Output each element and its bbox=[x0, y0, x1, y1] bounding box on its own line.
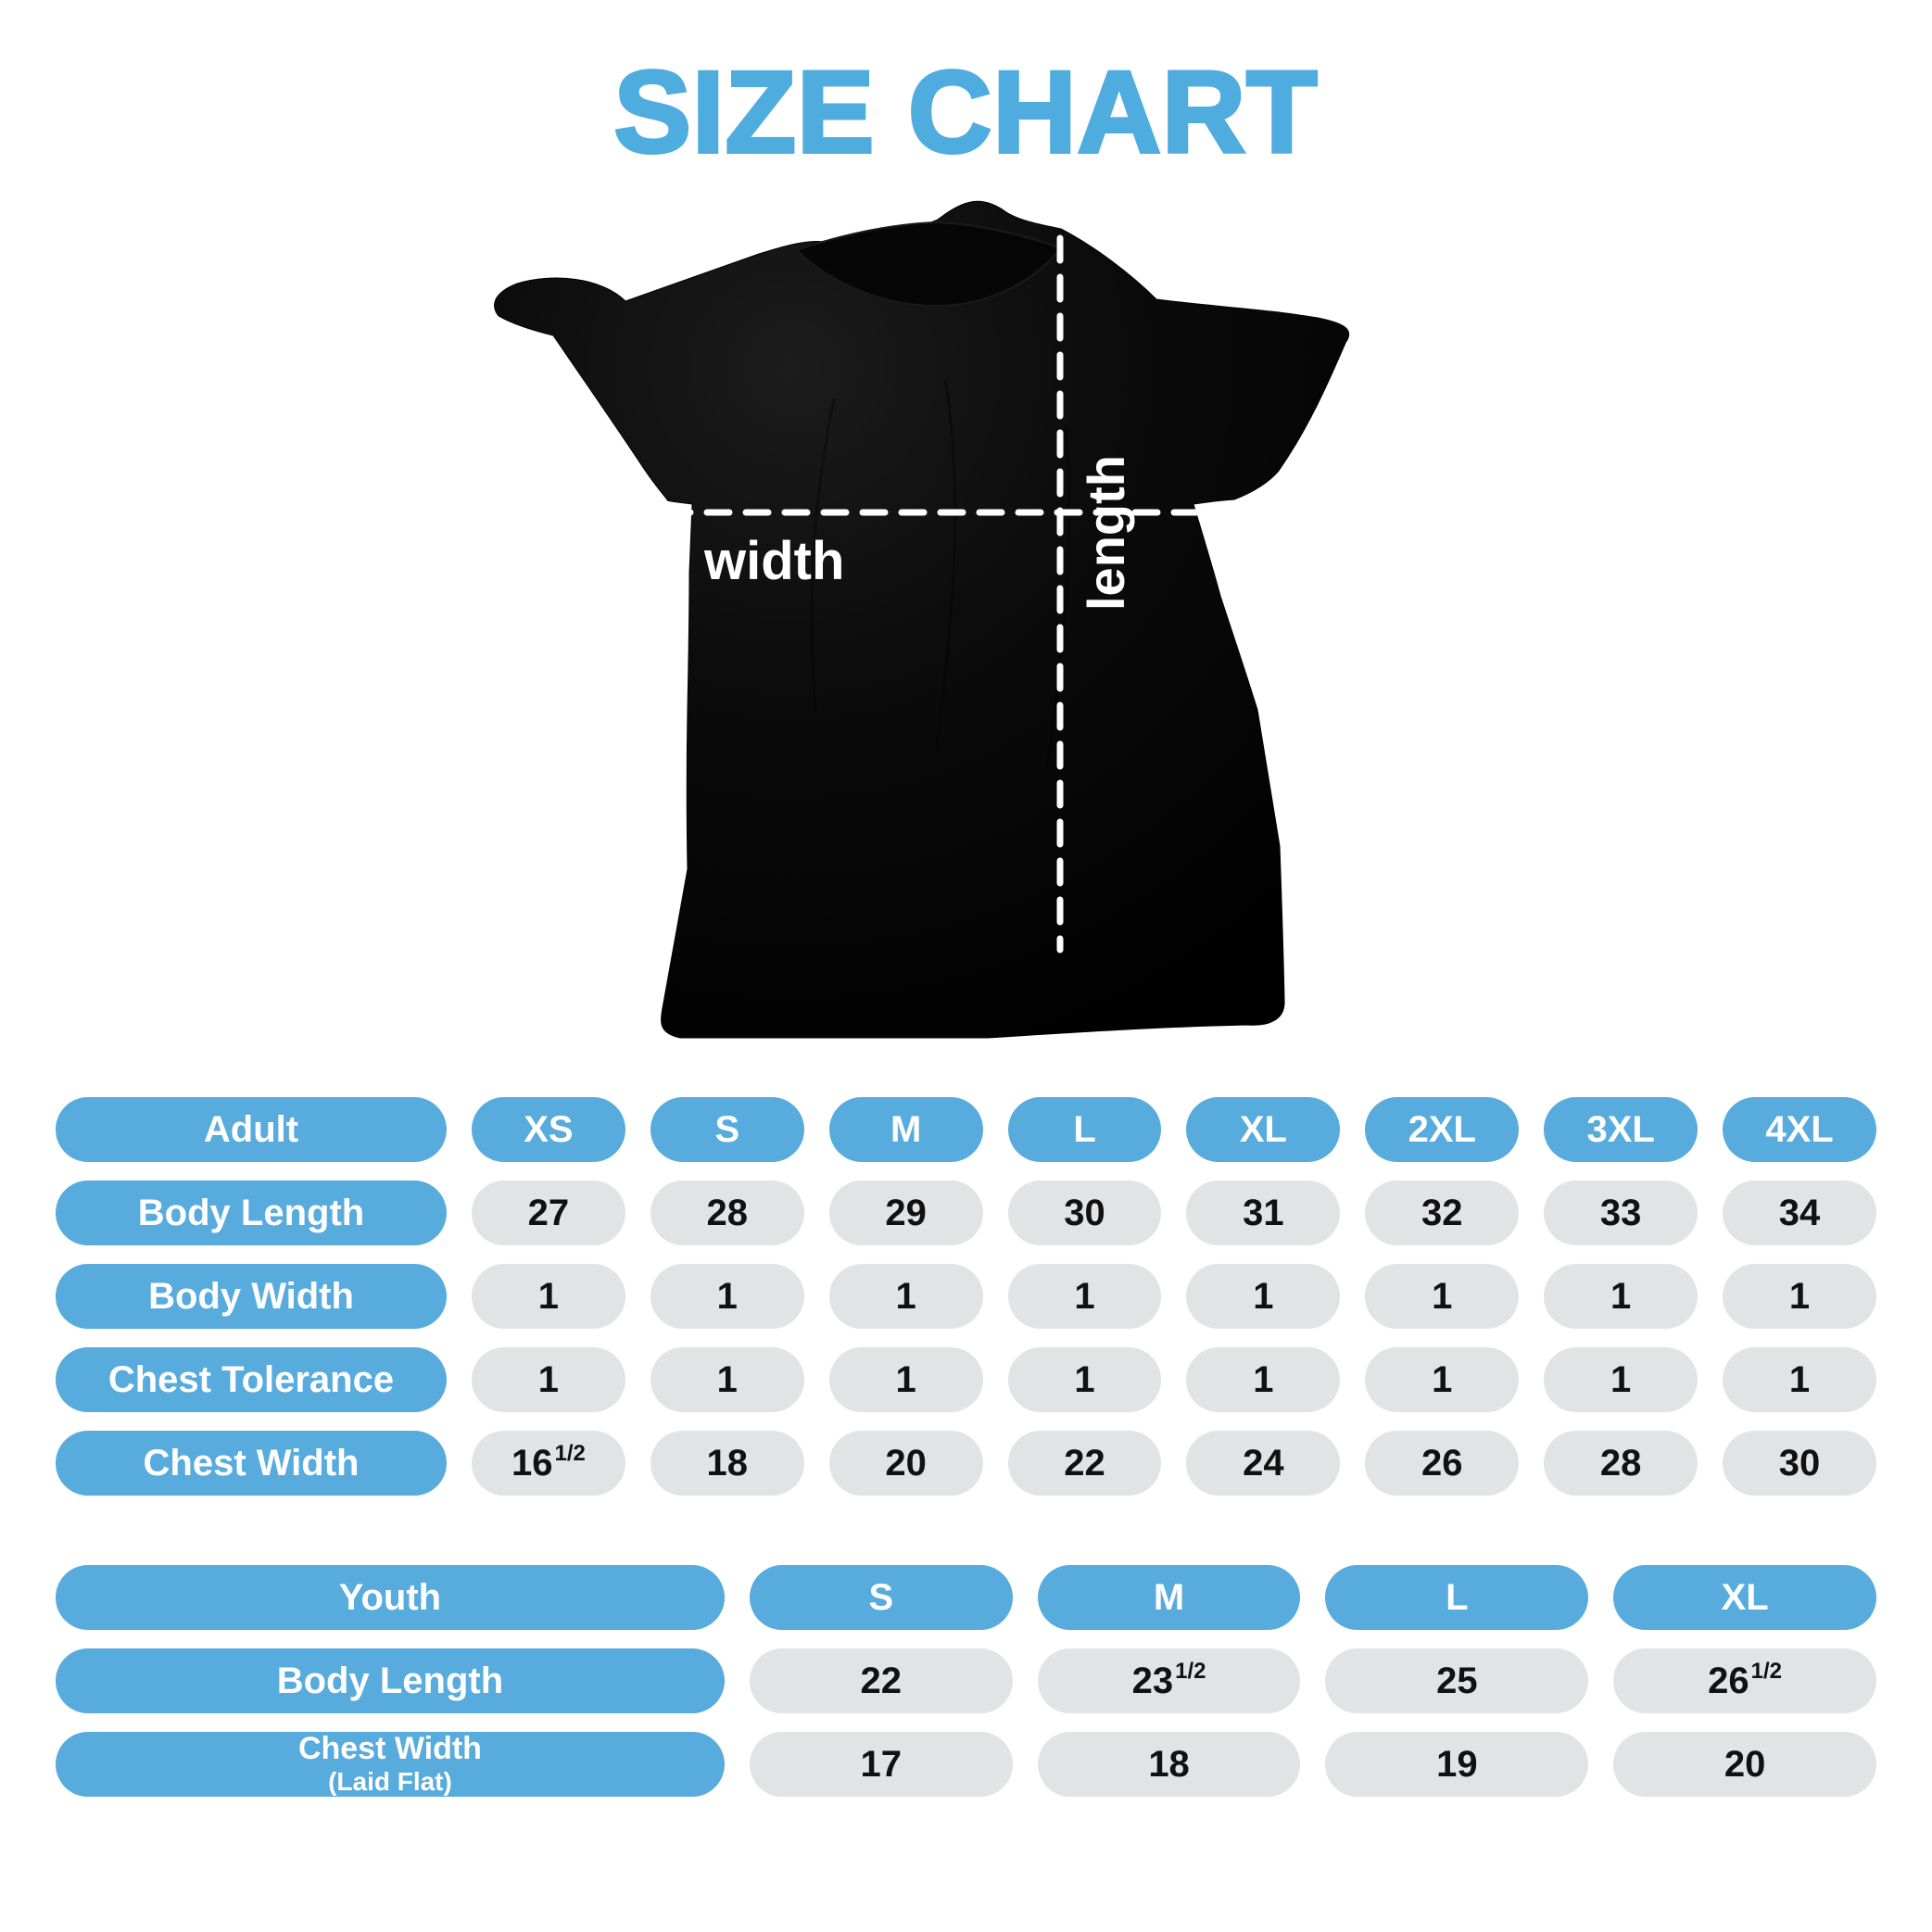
svg-text:width: width bbox=[703, 531, 844, 591]
svg-text:length: length bbox=[1077, 455, 1135, 611]
